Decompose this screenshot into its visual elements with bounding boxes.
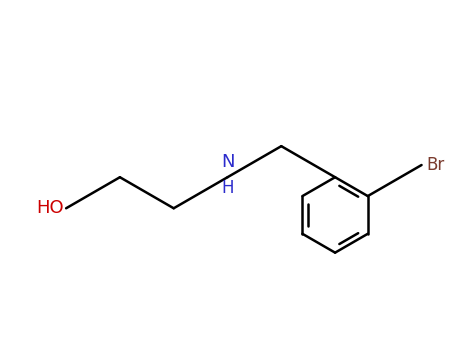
Text: H: H (221, 180, 234, 197)
Text: HO: HO (36, 199, 64, 217)
Text: N: N (221, 153, 234, 170)
Text: Br: Br (426, 156, 444, 174)
